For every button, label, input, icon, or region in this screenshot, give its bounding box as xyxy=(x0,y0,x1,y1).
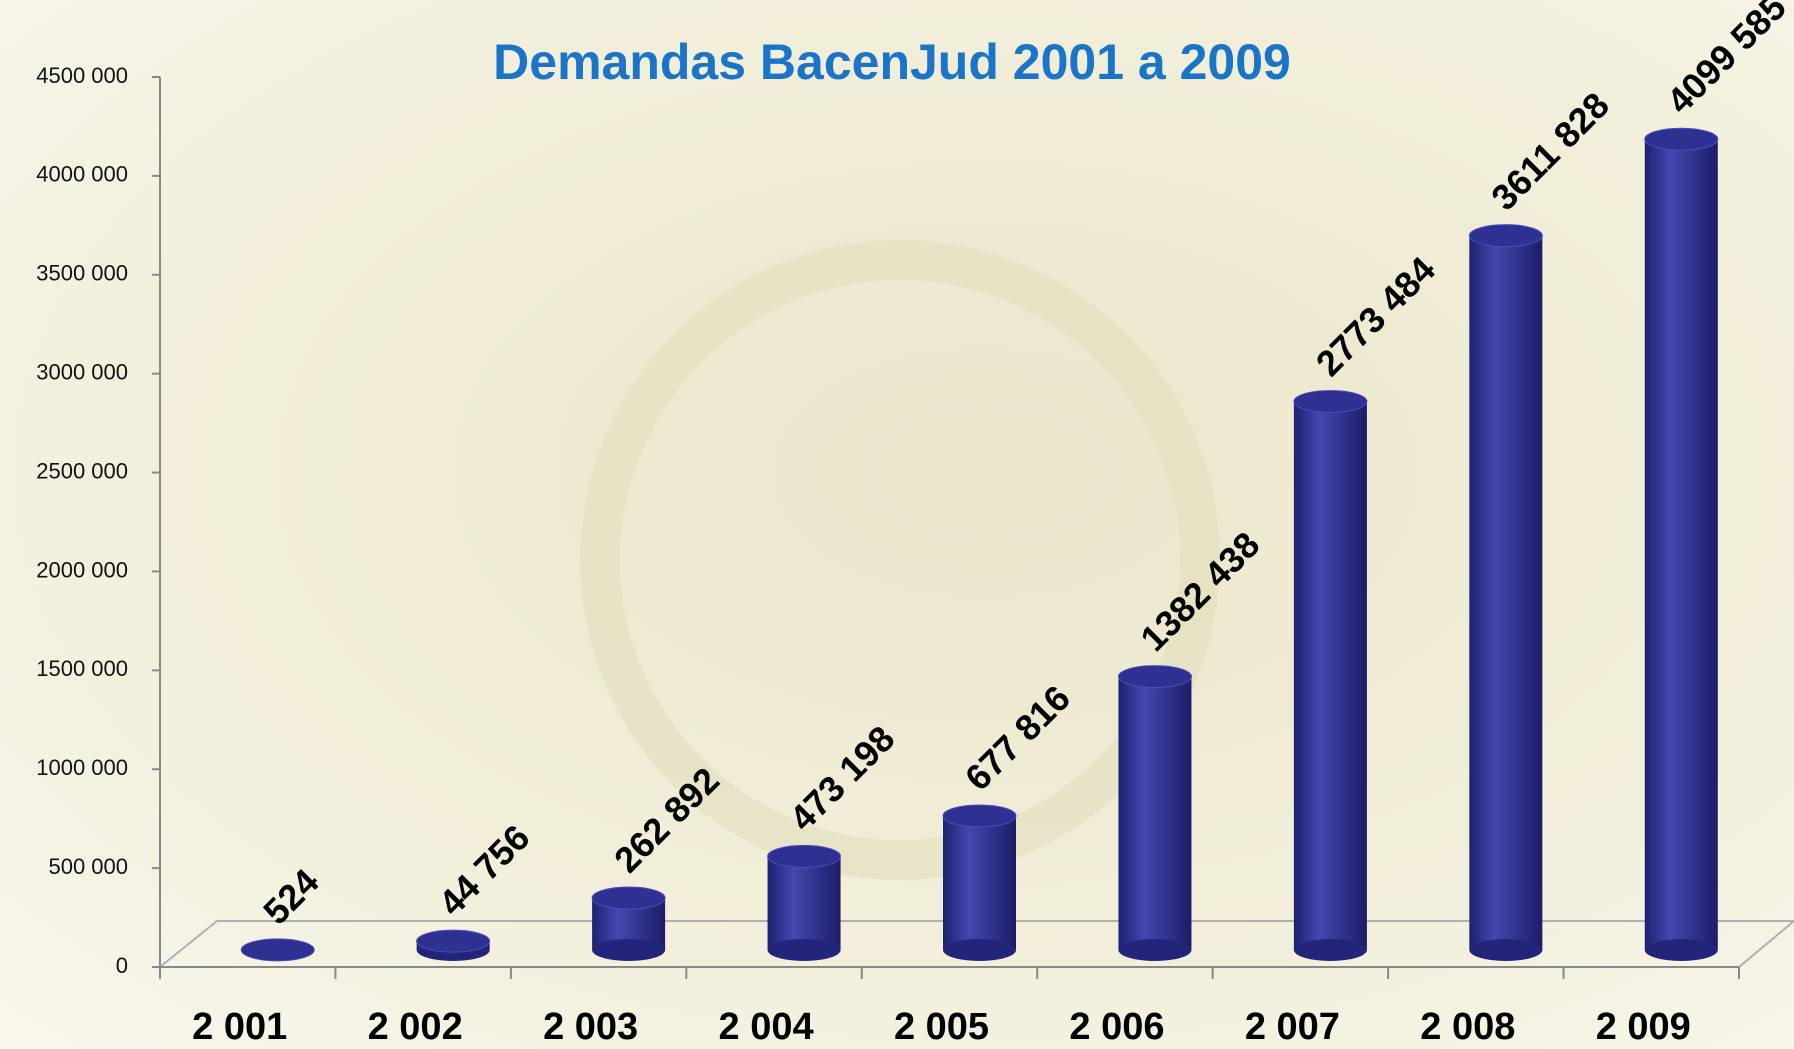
y-tick-label: 3000 000 xyxy=(36,359,128,384)
bar-top xyxy=(942,804,1017,828)
bar-base xyxy=(1644,939,1718,961)
y-tick-label: 4000 000 xyxy=(36,162,128,187)
y-tick-label: 1000 000 xyxy=(36,755,128,780)
y-tick-label: 2000 000 xyxy=(36,557,128,582)
bar-top xyxy=(1293,389,1368,413)
bar-base xyxy=(592,939,666,961)
y-tick-label: 4500 000 xyxy=(36,63,128,88)
bar xyxy=(1293,401,1367,950)
x-tick-label: 2 002 xyxy=(368,1006,463,1048)
y-tick-label: 2500 000 xyxy=(36,458,128,483)
x-tick-label: 2 007 xyxy=(1245,1006,1340,1048)
y-tick-label: 3500 000 xyxy=(36,261,128,286)
chart-title: Demandas BacenJud 2001 a 2009 xyxy=(493,34,1291,90)
bar-base xyxy=(1118,939,1192,961)
x-tick-label: 2 006 xyxy=(1069,1006,1164,1048)
bar-top xyxy=(240,938,315,962)
x-tick-label: 2 005 xyxy=(894,1006,989,1048)
x-tick-label: 2 008 xyxy=(1420,1006,1515,1048)
bar xyxy=(1118,676,1192,950)
x-tick-label: 2 003 xyxy=(543,1006,638,1048)
x-tick-label: 2 004 xyxy=(719,1006,814,1048)
bar-top xyxy=(416,929,491,953)
bar xyxy=(943,815,1016,950)
x-tick-label: 2 009 xyxy=(1596,1006,1691,1048)
bar xyxy=(1644,139,1718,951)
bar-base xyxy=(1469,939,1543,961)
bar-base xyxy=(943,939,1016,961)
y-tick-label: 0 xyxy=(116,953,128,978)
bar-top xyxy=(1117,665,1192,689)
watermark xyxy=(580,240,1220,880)
y-tick-label: 1500 000 xyxy=(36,656,128,681)
bar-top xyxy=(591,886,666,910)
bar-top xyxy=(767,844,842,868)
bar-top xyxy=(1468,224,1543,248)
bar xyxy=(767,856,841,950)
bar-base xyxy=(767,939,841,961)
x-tick-label: 2 001 xyxy=(192,1006,287,1048)
bar-base xyxy=(1293,939,1367,961)
y-tick-label: 500 000 xyxy=(48,854,128,879)
bar-top xyxy=(1644,127,1719,151)
bar xyxy=(1469,235,1543,950)
